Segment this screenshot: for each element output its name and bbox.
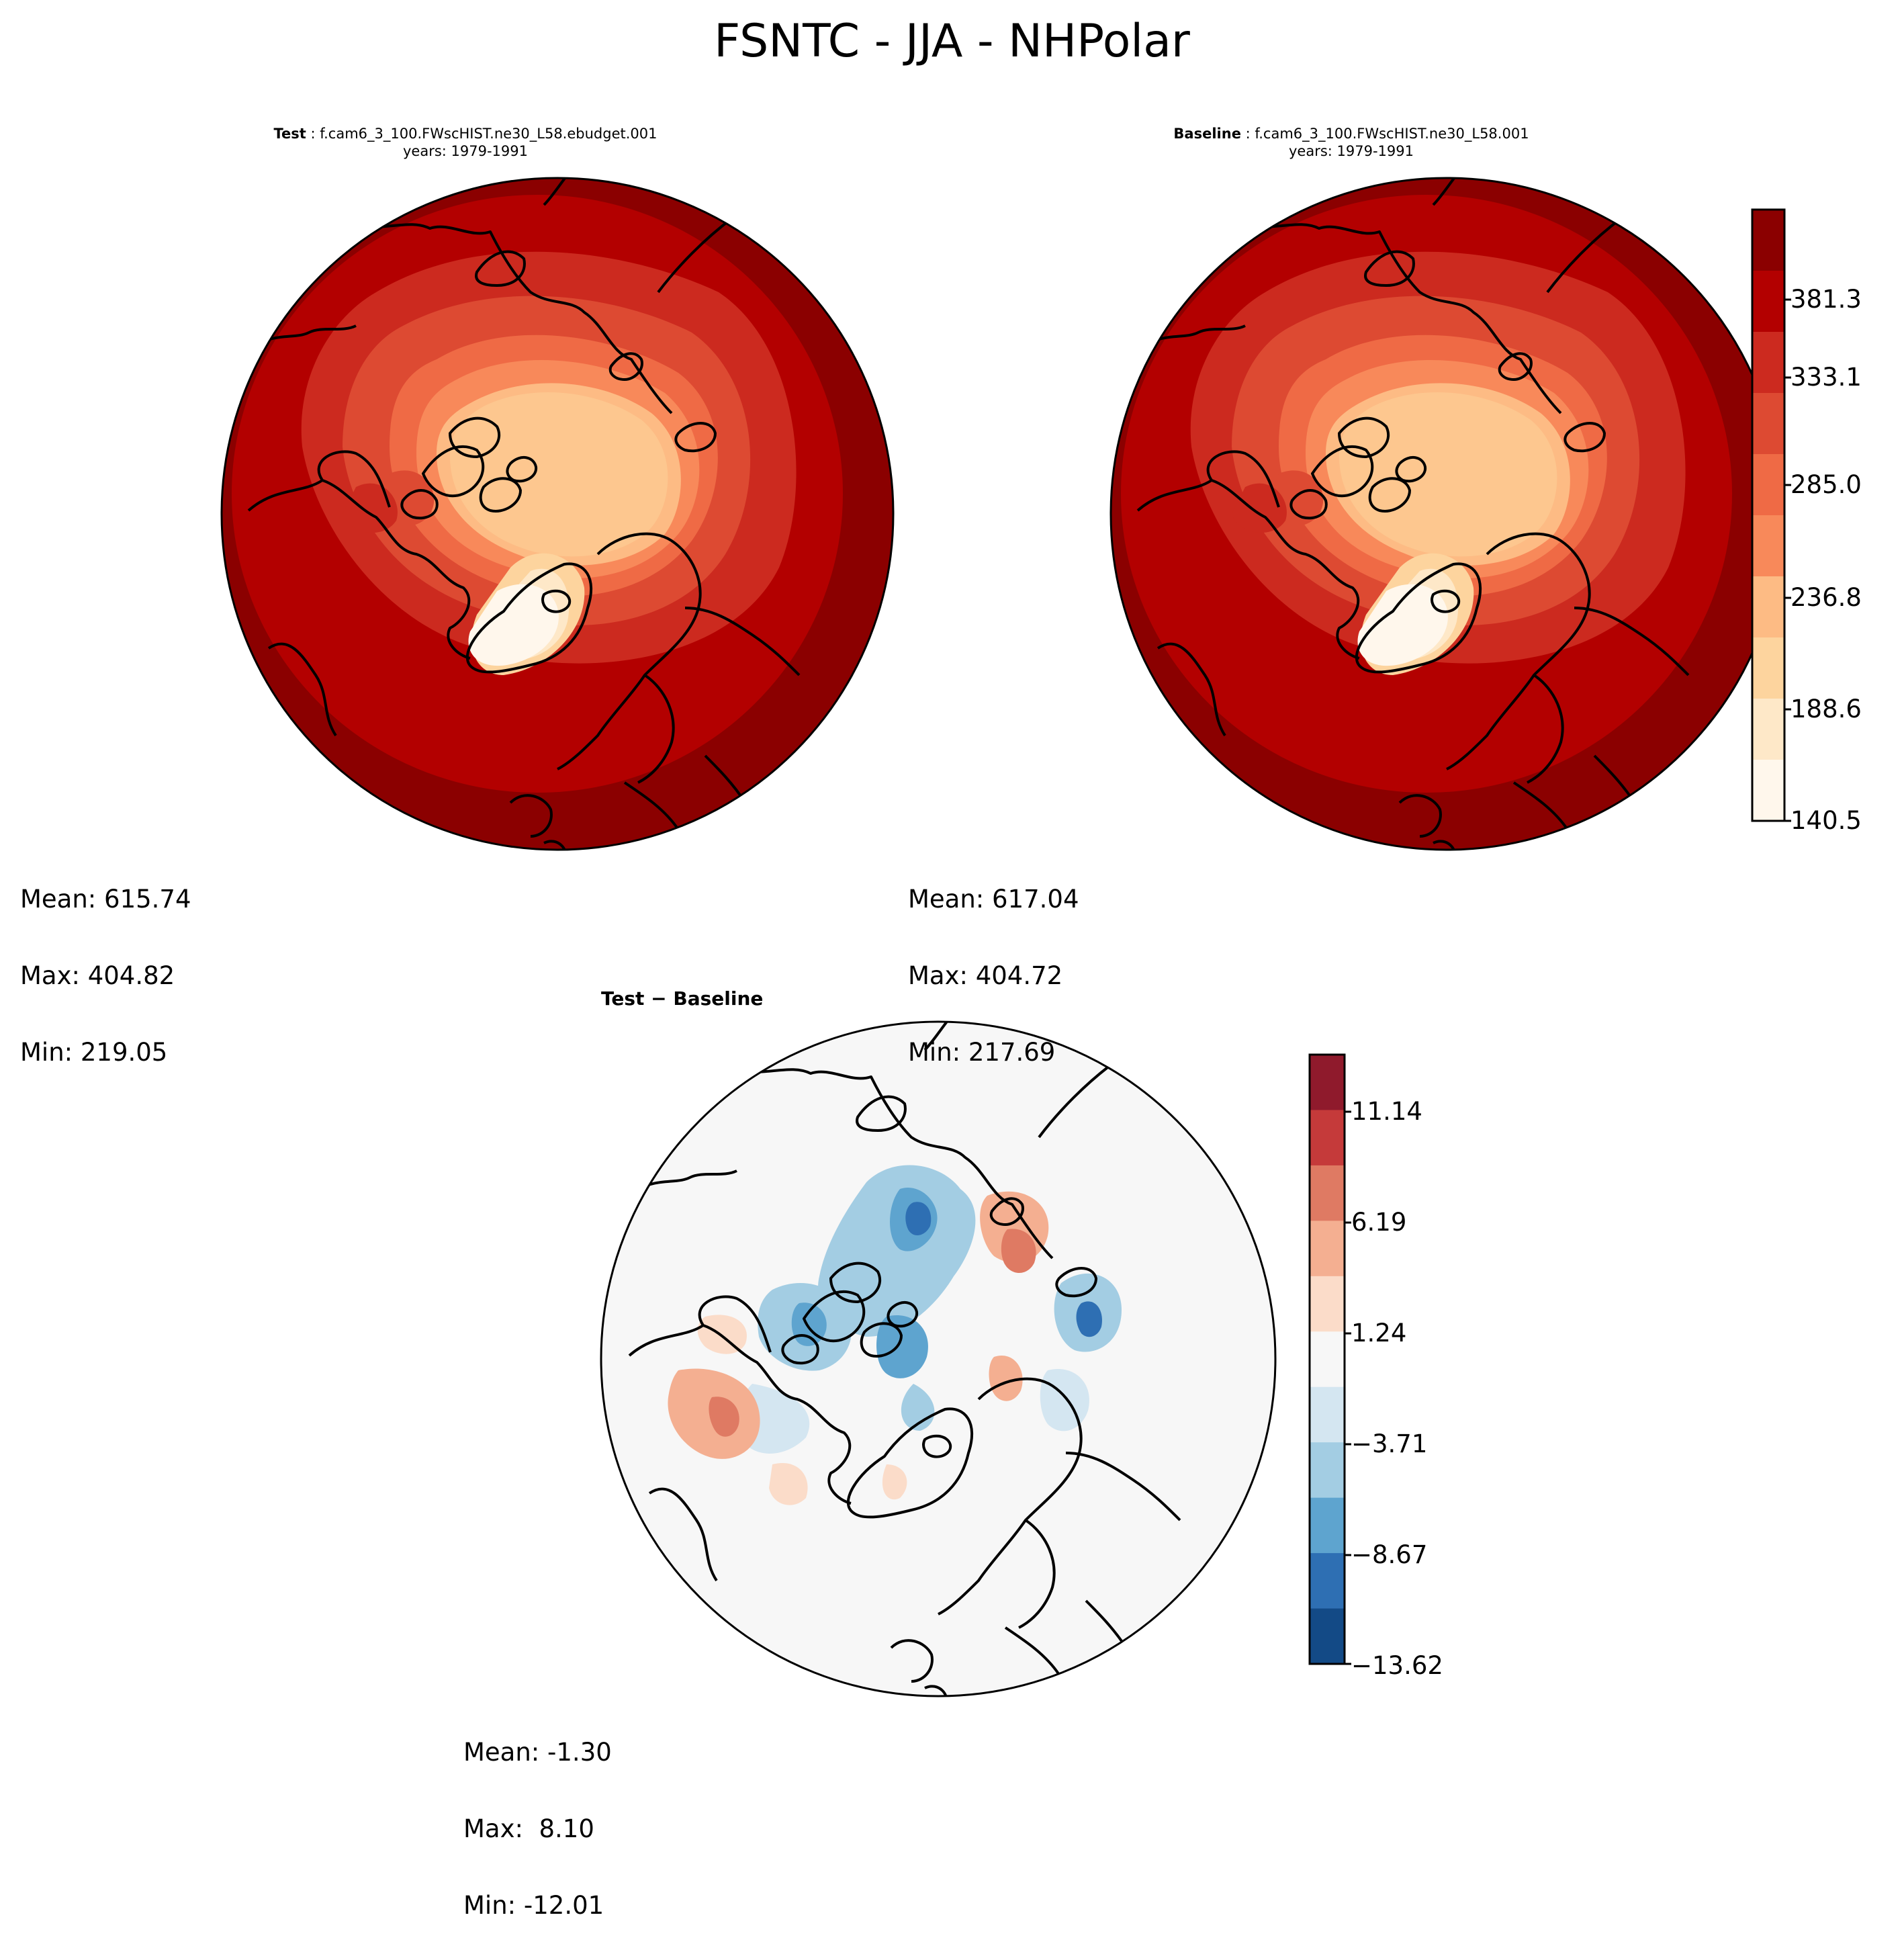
cb-diff-tick-label: −13.62 — [1351, 1651, 1443, 1680]
colorbar-band — [1752, 454, 1784, 516]
figure-title: FSNTC - JJA - NHPolar — [714, 15, 1190, 68]
maps-svg — [220, 177, 1791, 1697]
colorbar-band — [1310, 1110, 1345, 1166]
test-map — [220, 177, 895, 851]
colorbar-band — [1310, 1553, 1345, 1609]
colorbar-band — [1752, 760, 1784, 822]
cb-main-tick-label: 381.3 — [1790, 285, 1862, 314]
cb-main-tick-label: 188.6 — [1790, 695, 1862, 723]
baseline-label: Baseline — [1173, 126, 1241, 142]
diff-stats: Mean: -1.30 Max: 8.10 Min: -12.01 — [463, 1689, 612, 1944]
colorbar-band — [1752, 210, 1784, 271]
test-stats: Mean: 615.74 Max: 404.82 Min: 219.05 — [20, 836, 191, 1091]
test-case-name: f.cam6_3_100.FWscHIST.ne30_L58.ebudget.0… — [320, 126, 658, 142]
baseline-case-name: f.cam6_3_100.FWscHIST.ne30_L58.001 — [1255, 126, 1529, 142]
baseline-map — [1109, 177, 1784, 851]
colorbar-main — [1751, 208, 1791, 822]
baseline-years: years: 1979-1991 — [1288, 143, 1414, 159]
cb-main-tick-label: 285.0 — [1790, 470, 1862, 499]
test-max: Max: 404.82 — [20, 961, 175, 990]
colorbar-band — [1310, 1386, 1345, 1443]
baseline-mean: Mean: 617.04 — [908, 885, 1079, 914]
colorbar-band — [1310, 1221, 1345, 1277]
cb-diff-tick-label: 1.24 — [1351, 1319, 1407, 1347]
diff-mean: Mean: -1.30 — [463, 1738, 612, 1767]
colorbar-band — [1752, 332, 1784, 394]
colorbar-band — [1752, 576, 1784, 638]
colorbar-band — [1310, 1497, 1345, 1554]
diff-max: Max: 8.10 — [463, 1814, 594, 1843]
baseline-max: Max: 404.72 — [908, 961, 1063, 990]
test-min: Min: 219.05 — [20, 1038, 168, 1067]
colorbar-band — [1310, 1165, 1345, 1221]
cb-diff-tick-label: 6.19 — [1351, 1208, 1407, 1237]
colorbar-band — [1752, 515, 1784, 577]
colorbar-band — [1752, 637, 1784, 699]
test-years: years: 1979-1991 — [402, 143, 528, 159]
test-label: Test — [273, 126, 306, 142]
colorbar-band — [1752, 393, 1784, 455]
colorbar-diff — [1308, 1053, 1351, 1665]
colorbar-band — [1310, 1331, 1345, 1388]
colorbar-band — [1752, 271, 1784, 333]
colorbar-band — [1310, 1055, 1345, 1110]
baseline-panel-title: Baseline : f.cam6_3_100.FWscHIST.ne30_L5… — [1109, 125, 1593, 160]
baseline-min: Min: 217.69 — [908, 1038, 1056, 1067]
diff-map — [600, 1020, 1277, 1697]
colorbar-band — [1752, 699, 1784, 760]
cb-diff-tick-label: 11.14 — [1351, 1097, 1422, 1126]
colorbar-band — [1310, 1276, 1345, 1332]
cb-main-tick-label: 236.8 — [1790, 583, 1862, 612]
test-mean: Mean: 615.74 — [20, 885, 191, 914]
cb-main-tick-label: 333.1 — [1790, 363, 1862, 392]
cb-diff-tick-label: −8.67 — [1351, 1540, 1428, 1569]
baseline-stats: Mean: 617.04 Max: 404.72 Min: 217.69 — [908, 836, 1079, 1091]
cb-main-tick-label: 140.5 — [1790, 806, 1862, 835]
test-panel-title: Test : f.cam6_3_100.FWscHIST.ne30_L58.eb… — [224, 125, 707, 160]
cb-diff-tick-label: −3.71 — [1351, 1429, 1428, 1458]
diff-min: Min: -12.01 — [463, 1891, 604, 1920]
colorbar-band — [1310, 1608, 1345, 1665]
colorbar-band — [1310, 1442, 1345, 1499]
diff-panel-title: Test − Baseline — [601, 987, 764, 1010]
